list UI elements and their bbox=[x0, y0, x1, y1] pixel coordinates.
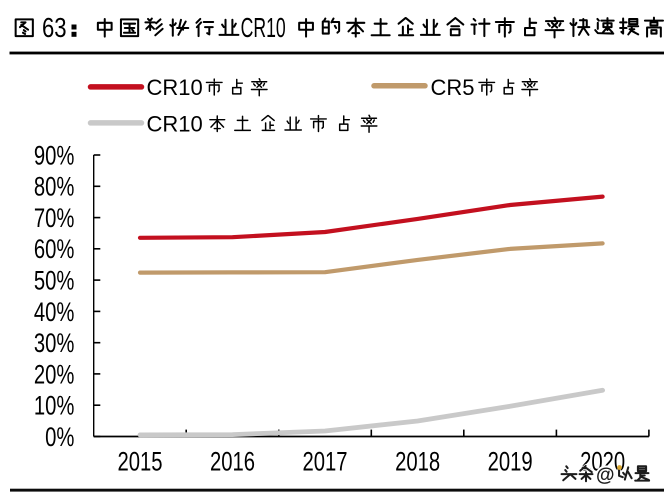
svg-text:50%: 50% bbox=[34, 266, 75, 297]
svg-text:40%: 40% bbox=[34, 297, 75, 328]
svg-text:CR10: CR10 bbox=[147, 75, 203, 100]
svg-text:10%: 10% bbox=[34, 391, 75, 422]
svg-text:20%: 20% bbox=[34, 360, 75, 391]
svg-text:CR10: CR10 bbox=[241, 12, 286, 43]
svg-text:30%: 30% bbox=[34, 328, 75, 359]
svg-text:CR10: CR10 bbox=[147, 112, 203, 137]
svg-text:90%: 90% bbox=[34, 141, 75, 172]
svg-text:60%: 60% bbox=[34, 234, 75, 265]
svg-text:2015: 2015 bbox=[117, 447, 162, 478]
svg-text:CR5: CR5 bbox=[431, 75, 475, 100]
svg-text:70%: 70% bbox=[34, 203, 75, 234]
svg-text:2018: 2018 bbox=[395, 447, 440, 478]
svg-text:2019: 2019 bbox=[488, 447, 533, 478]
svg-text:2017: 2017 bbox=[302, 447, 347, 478]
svg-text:@: @ bbox=[596, 465, 615, 486]
svg-text:2016: 2016 bbox=[210, 447, 255, 478]
svg-text:63: 63 bbox=[42, 13, 67, 44]
svg-text:0%: 0% bbox=[45, 422, 74, 453]
svg-text:80%: 80% bbox=[34, 172, 75, 203]
